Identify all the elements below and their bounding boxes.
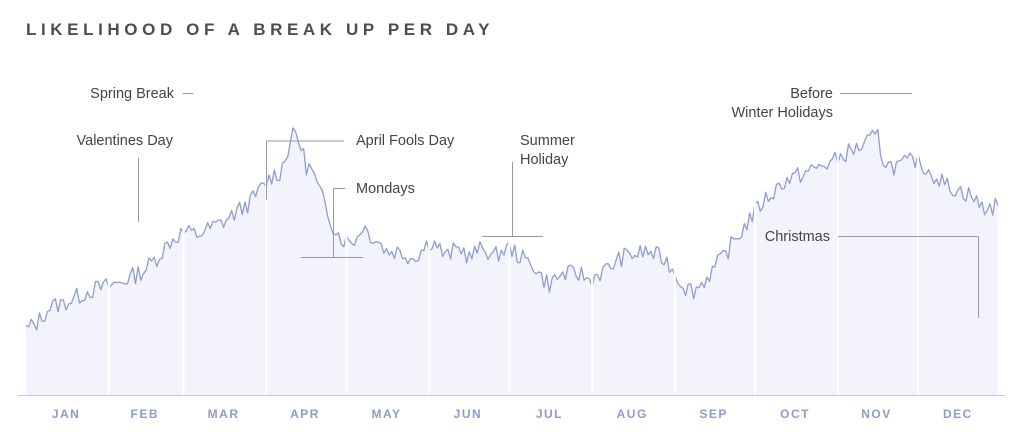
annotation-valentines-day: Valentines Day	[77, 133, 174, 149]
annotation-summer-holiday: Summer Holiday	[520, 133, 575, 168]
month-label-jan: JAN	[52, 407, 81, 421]
annotation-before-winter-holidays: Before Winter Holidays	[731, 86, 833, 121]
month-label-nov: NOV	[861, 407, 892, 421]
month-label-dec: DEC	[943, 407, 973, 421]
month-label-jul: JUL	[536, 407, 563, 421]
annotation-spring-break: Spring Break	[90, 86, 175, 102]
month-labels: JAN FEB MAR APR MAY JUN JUL AUG SEP OCT NOV DEC	[52, 407, 973, 421]
month-label-sep: SEP	[699, 407, 728, 421]
annotations: Spring Break Valentines Day April Fools Da…	[77, 86, 979, 318]
month-label-apr: APR	[290, 407, 320, 421]
annotation-mondays: Mondays	[356, 181, 415, 197]
month-label-aug: AUG	[617, 407, 648, 421]
month-label-may: MAY	[371, 407, 401, 421]
month-label-feb: FEB	[131, 407, 160, 421]
month-dividers	[107, 70, 919, 395]
annotation-april-fools-day: April Fools Day	[356, 133, 455, 149]
month-label-jun: JUN	[454, 407, 483, 421]
annotation-christmas: Christmas	[765, 229, 830, 245]
series-line	[25, 127, 999, 331]
chart-title: LIKELIHOOD OF A BREAK UP PER DAY	[26, 20, 495, 39]
month-label-oct: OCT	[780, 407, 810, 421]
month-label-mar: MAR	[208, 407, 240, 421]
